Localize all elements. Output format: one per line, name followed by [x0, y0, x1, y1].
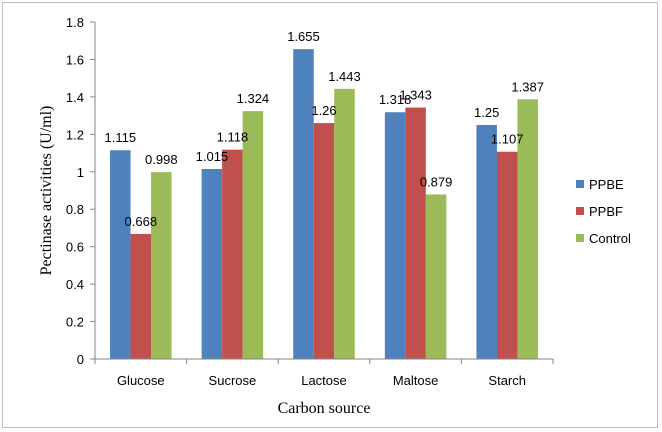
- legend-label-ppbf: PPBF: [589, 204, 623, 219]
- data-label-ppbe-sucrose: 1.015: [196, 149, 229, 164]
- legend-swatch-ppbf: [576, 207, 584, 215]
- y-axis-ticks: 0 0.2 0.4 0.6 0.8 1 1.2 1.4 1.6 1.8: [66, 15, 95, 367]
- x-axis-ticks: Glucose Sucrose Lactose Maltose Starch: [94, 359, 554, 388]
- legend-swatch-ppbe: [576, 180, 584, 188]
- bar-ppbe-starch: [476, 124, 497, 359]
- data-label-control-glucose: 0.998: [145, 152, 178, 167]
- bar-ppbf-starch: [496, 151, 518, 359]
- data-label-ppbe-maltose: 1.318: [379, 92, 412, 107]
- legend-label-control: Control: [589, 231, 631, 246]
- data-label-control-sucrose: 1.324: [237, 91, 270, 106]
- x-tick-label-maltose: Maltose: [393, 373, 439, 388]
- x-tick-label-sucrose: Sucrose: [209, 373, 257, 388]
- data-labels: 1.115 0.668 0.998 1.015 1.118 1.324 1.655 1.26 1…: [105, 29, 544, 229]
- bar-ppbe-sucrose: [201, 168, 223, 359]
- data-label-control-starch: 1.387: [511, 79, 544, 94]
- y-tick-label: 1: [77, 165, 84, 180]
- bar-control-lactose: [334, 88, 355, 360]
- x-tick-label-starch: Starch: [488, 373, 526, 388]
- chart-frame: 0 0.2 0.4 0.6 0.8 1 1.2 1.4 1.6 1.8 1.115 0.668 0.9…: [2, 2, 658, 428]
- data-label-ppbf-starch: 1.107: [491, 132, 524, 147]
- legend-swatch-control: [576, 234, 584, 242]
- y-tick-label: 0.4: [66, 277, 84, 292]
- bar-control-starch: [517, 99, 538, 359]
- y-axis-title: Pectinase activities (U/ml): [38, 106, 55, 276]
- bar-control-glucose: [151, 172, 172, 359]
- x-tick-label-glucose: Glucose: [117, 373, 165, 388]
- data-label-ppbf-sucrose: 1.118: [217, 130, 249, 145]
- bar-ppbf-sucrose: [222, 149, 243, 359]
- bar-control-sucrose: [242, 111, 264, 360]
- data-label-ppbe-starch: 1.25: [474, 105, 499, 120]
- data-label-control-lactose: 1.443: [328, 69, 361, 84]
- bar-ppbf-maltose: [405, 107, 426, 360]
- x-axis-title: Carbon source: [278, 400, 371, 417]
- data-label-ppbe-lactose: 1.655: [287, 29, 320, 44]
- legend-label-ppbe: PPBE: [589, 177, 624, 192]
- bar-ppbe-glucose: [110, 150, 131, 359]
- y-tick-label: 1.4: [66, 90, 84, 105]
- bar-ppbf-glucose: [130, 233, 152, 359]
- data-label-ppbf-lactose: 1.26: [311, 103, 336, 118]
- data-label-control-maltose: 0.879: [420, 174, 453, 189]
- y-tick-label: 1.2: [66, 127, 84, 142]
- data-label-ppbf-glucose: 0.668: [125, 214, 158, 229]
- chart-svg: 0 0.2 0.4 0.6 0.8 1 1.2 1.4 1.6 1.8 1.115 0.668 0.9…: [38, 15, 631, 417]
- data-label-ppbf-maltose: 1.343: [399, 88, 432, 103]
- x-tick-label-lactose: Lactose: [301, 373, 347, 388]
- y-tick-label: 0: [77, 352, 84, 367]
- legend: PPBE PPBF Control: [576, 177, 631, 246]
- bar-ppbf-lactose: [313, 123, 335, 359]
- y-tick-label: 1.6: [66, 52, 84, 67]
- bar-ppbe-maltose: [384, 112, 406, 359]
- bars: [110, 49, 538, 360]
- data-label-ppbe-glucose: 1.115: [105, 130, 137, 145]
- bar-ppbe-lactose: [293, 49, 314, 360]
- y-tick-label: 0.2: [66, 315, 84, 330]
- y-tick-label: 0.8: [66, 202, 84, 217]
- y-tick-label: 1.8: [66, 15, 84, 30]
- bar-control-maltose: [425, 194, 447, 359]
- y-tick-label: 0.6: [66, 240, 84, 255]
